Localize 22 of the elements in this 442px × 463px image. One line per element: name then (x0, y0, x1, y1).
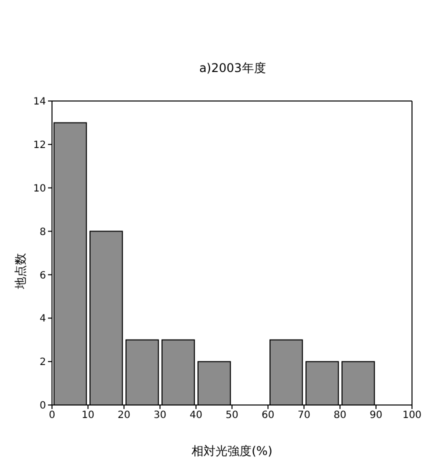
y-tick-label: 8 (40, 226, 46, 238)
x-tick-label: 50 (226, 410, 238, 422)
x-tick-label: 80 (334, 410, 346, 422)
x-tick-label: 10 (82, 410, 94, 422)
x-tick-label: 40 (190, 410, 202, 422)
y-axis-title: 地点数 (13, 253, 28, 290)
x-tick-label: 100 (402, 410, 422, 422)
x-tick-label: 0 (48, 410, 56, 422)
x-tick-label: 20 (118, 410, 130, 422)
y-tick-label: 6 (40, 270, 46, 282)
x-tick-label: 30 (154, 410, 166, 422)
x-tick-label: 70 (298, 410, 310, 422)
y-tick-label: 12 (33, 140, 46, 151)
y-tick-label: 10 (33, 183, 46, 194)
y-tick-label: 14 (33, 96, 46, 108)
y-tick-label: 2 (40, 357, 46, 368)
x-tick-label: 90 (370, 410, 382, 422)
y-tick-label: 4 (40, 314, 46, 325)
x-tick-label: 60 (262, 410, 274, 422)
y-tick-label: 0 (40, 400, 46, 412)
x-axis-title: 相対光強度(%) (192, 444, 272, 458)
chart-title: a)2003年度 (198, 60, 267, 77)
